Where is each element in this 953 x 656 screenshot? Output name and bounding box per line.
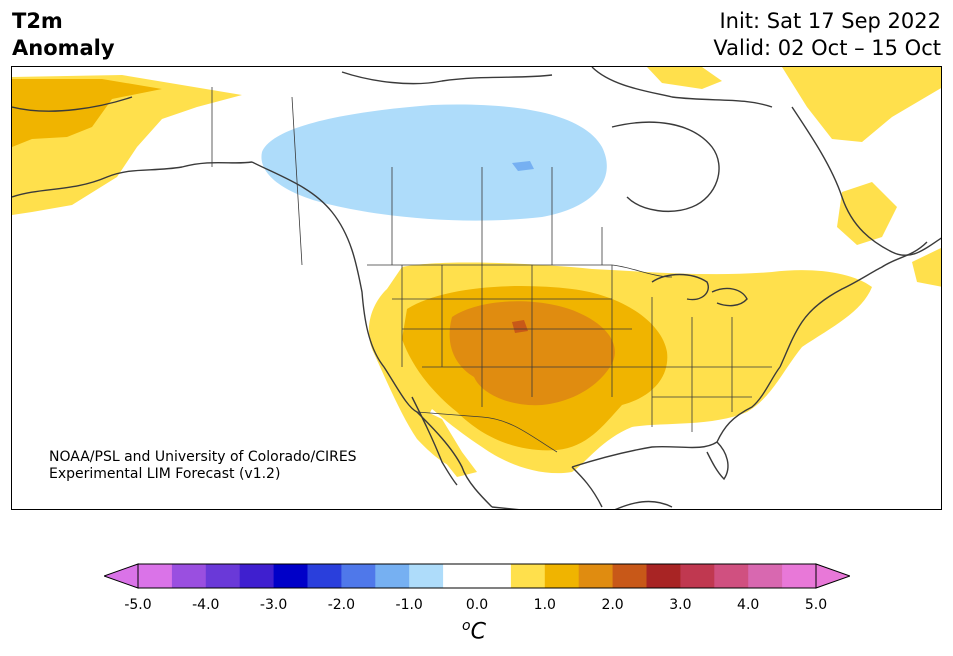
labrador-coast — [791, 106, 941, 256]
colorbar-cell — [748, 564, 783, 588]
colorbar-tick-label: 0.0 — [465, 597, 489, 613]
colorbar-cell — [375, 564, 410, 588]
init-date: Init: Sat 17 Sep 2022 — [719, 9, 941, 33]
colorbar-cell — [443, 564, 478, 588]
political-borders — [211, 87, 772, 453]
atlantic-coast — [779, 241, 928, 368]
credit-text: NOAA/PSL and University of Colorado/CIRE… — [49, 449, 357, 483]
colorbar-cells — [138, 564, 817, 588]
credit-line-2: Experimental LIM Forecast (v1.2) — [49, 466, 281, 482]
colorbar-cell — [680, 564, 715, 588]
variable-label: T2m — [12, 9, 63, 33]
province-lines — [291, 96, 603, 266]
labrador-warm-area — [837, 182, 897, 245]
colorbar-cell — [307, 564, 342, 588]
state-lines-east — [611, 265, 772, 432]
map-canvas — [12, 67, 941, 509]
anomaly-shading — [12, 67, 941, 477]
colorbar-cell — [510, 564, 546, 588]
colorbar-cell — [205, 564, 241, 588]
florida-coast — [706, 441, 729, 481]
us-mexico-border — [416, 411, 558, 453]
anomaly-label: Anomaly — [12, 36, 115, 60]
canada-cold-area — [261, 104, 607, 221]
colorbar-tick-label: -4.0 — [192, 597, 220, 613]
colorbar-outline — [137, 563, 817, 589]
unit-degree: o — [462, 618, 471, 634]
colorbar-cell — [138, 564, 173, 588]
colorbar-cell — [273, 564, 308, 588]
colorbar-tick-label: 1.0 — [533, 597, 556, 613]
colorbar-cell — [409, 564, 444, 588]
alaska-coast — [12, 96, 253, 198]
us-peak-warm-area — [512, 320, 528, 333]
colorbar-tick-label: 5.0 — [804, 597, 828, 613]
alaska-strong-warm-area — [12, 79, 162, 147]
gulf-coast — [571, 366, 781, 468]
mexico-warm-area — [417, 407, 477, 477]
arctic-coast — [341, 67, 773, 108]
greenland-warm-area — [782, 67, 941, 142]
arctic-warm-area — [647, 67, 722, 89]
colorbar-tick-label: -3.0 — [259, 597, 288, 613]
forecast-dates: Init: Sat 17 Sep 2022 Valid: 02 Oct – 15… — [713, 8, 941, 62]
colorbar-cell — [612, 564, 647, 588]
colorbar-cell — [782, 564, 817, 588]
colorbar-cell — [578, 564, 614, 588]
unit-label: oC — [462, 618, 486, 644]
colorbar-tick-label: -2.0 — [327, 597, 356, 613]
baja-coast — [411, 396, 458, 486]
map-title: T2m Anomaly — [12, 8, 115, 62]
anomaly-map — [11, 66, 942, 510]
newfoundland-warm-area — [912, 247, 941, 287]
colorbar-under-arrow — [104, 563, 139, 589]
colorbar — [104, 563, 850, 589]
colorbar-cell — [239, 564, 275, 588]
colorbar-cell — [544, 564, 580, 588]
credit-line-1: NOAA/PSL and University of Colorado/CIRE… — [49, 449, 357, 465]
colorbar-cell — [714, 564, 749, 588]
colorbar-cell — [477, 564, 512, 588]
colorbar-tick-label: 3.0 — [669, 597, 692, 613]
pacific-coast — [251, 161, 493, 508]
colorbar-tick-label: 2.0 — [601, 597, 624, 613]
state-lines-west — [392, 265, 652, 407]
colorbar-tick-label: -5.0 — [124, 597, 152, 613]
colorbar-cell — [341, 564, 376, 588]
coastlines — [12, 67, 941, 509]
colorbar-cell — [171, 564, 207, 588]
colorbar-cell — [646, 564, 681, 588]
colorbar-tick-label: -1.0 — [395, 597, 423, 613]
unit-celsius: C — [470, 619, 486, 645]
hudson-bay — [611, 121, 720, 212]
colorbar-tick-label: 4.0 — [737, 597, 760, 613]
canada-cold-core — [512, 161, 534, 171]
colorbar-over-arrow — [815, 563, 850, 589]
valid-range: Valid: 02 Oct – 15 Oct — [713, 36, 941, 60]
great-lakes — [651, 273, 748, 307]
mexico-coast — [491, 466, 673, 509]
